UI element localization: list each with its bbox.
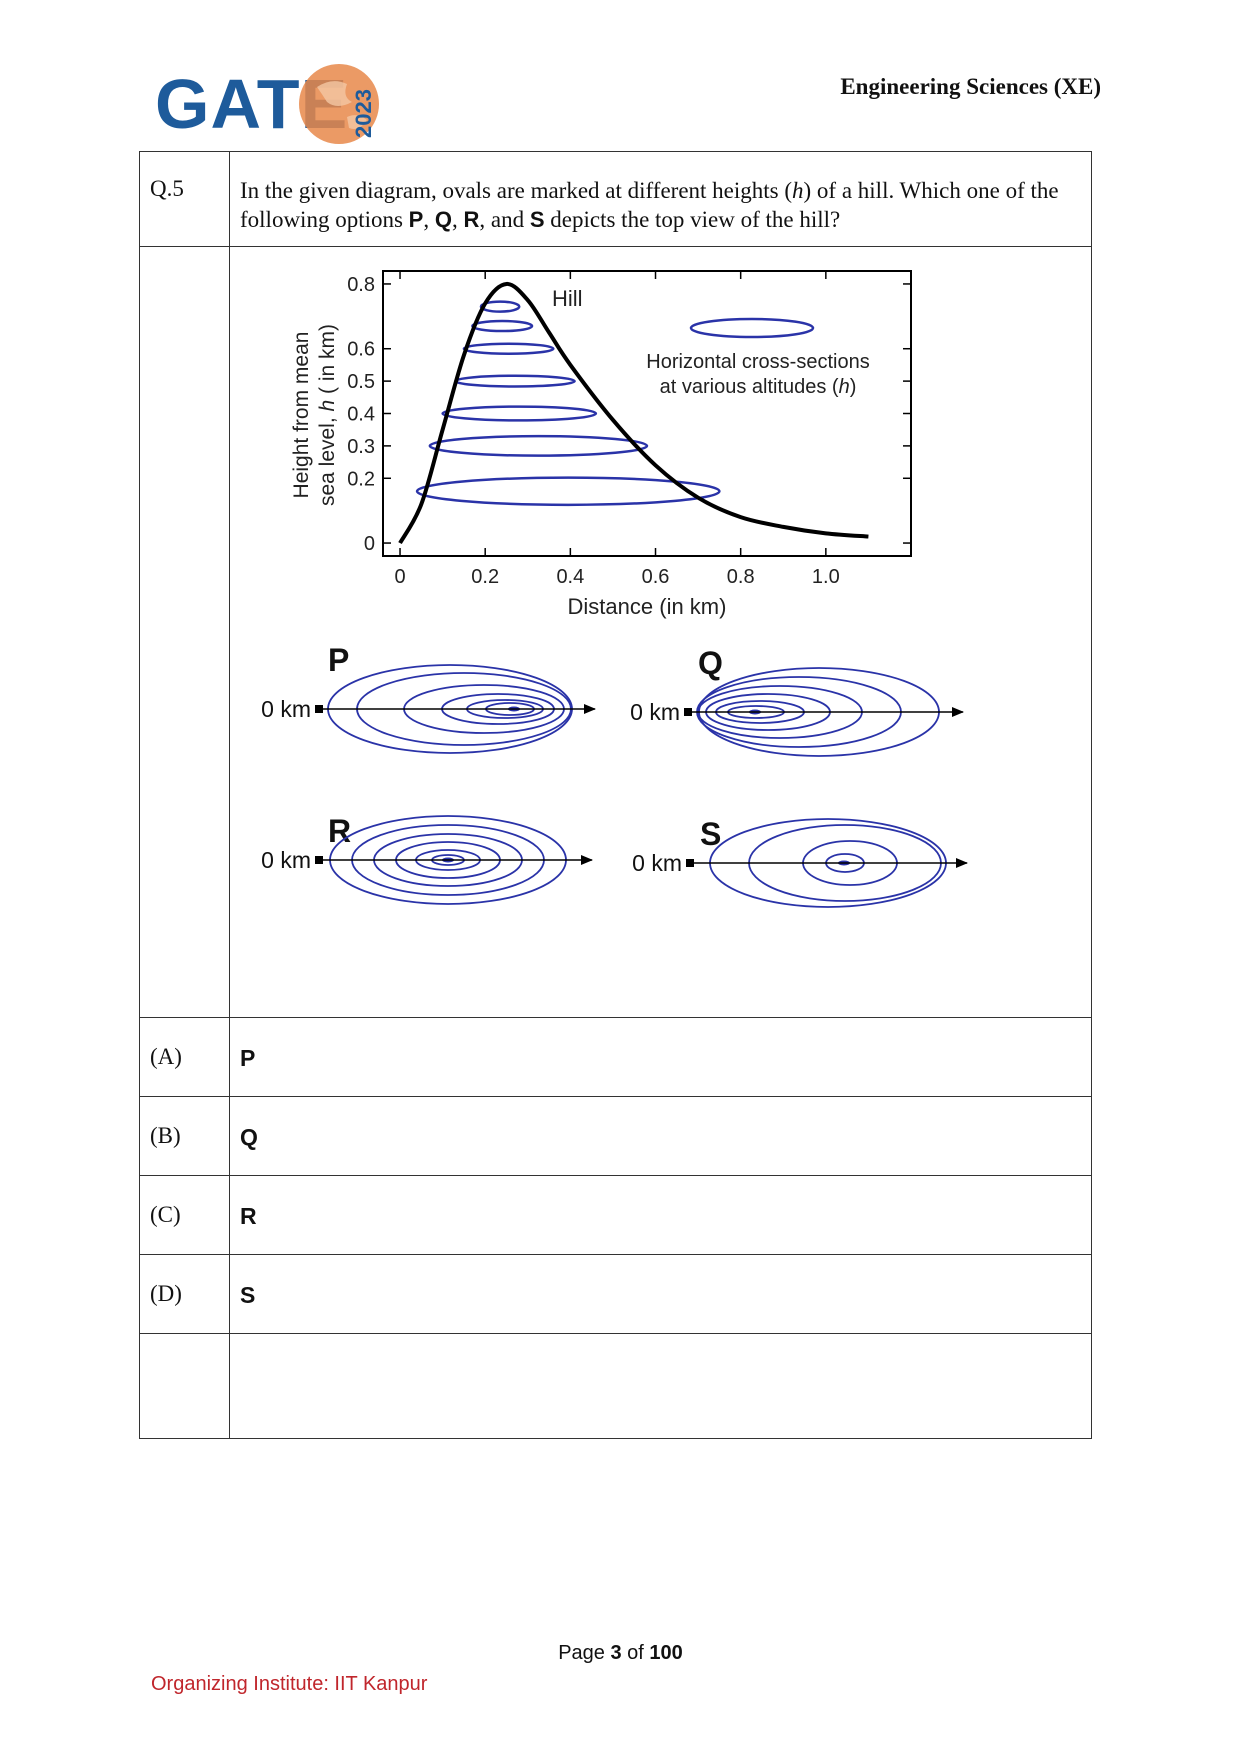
option-id: (D) (139, 1254, 230, 1334)
origin-label: 0 km (261, 847, 311, 873)
topview-label: S (700, 816, 721, 852)
q-sep-3: , and (479, 207, 530, 232)
y-axis-label-2: sea level, h ( in km) (316, 324, 339, 506)
topview-r: R 0 km (261, 813, 593, 905)
q-opt-p: P (408, 207, 424, 232)
option-row-b[interactable]: (B) Q (139, 1096, 1092, 1176)
figure-num-cell (139, 246, 230, 1018)
origin-label: 0 km (632, 850, 682, 876)
option-answer: P (229, 1017, 1092, 1097)
globe-icon (299, 64, 379, 144)
x-tick-label: 0.6 (642, 566, 670, 588)
y-tick-label: 0.2 (347, 468, 375, 490)
page-current: 3 (610, 1642, 622, 1664)
plot-frame (382, 270, 912, 557)
option-answer: S (229, 1254, 1092, 1334)
question-row: Q.5 In the given diagram, ovals are mark… (139, 151, 1092, 247)
blank-cell (139, 1333, 230, 1439)
option-row-d[interactable]: (D) S (139, 1254, 1092, 1334)
option-answer: R (229, 1175, 1092, 1255)
page-number: Page 3 of 100 (0, 1642, 1241, 1665)
hill-label: Hill (552, 286, 583, 311)
cross-section-oval (441, 405, 598, 422)
origin-marker (315, 705, 323, 713)
origin-label: 0 km (630, 699, 680, 725)
y-label-2b: ( in km) (316, 324, 339, 400)
legend-line-2: at various altitudes (h) (660, 376, 857, 398)
q-text-2: ) of a hill. Which one of the following … (240, 178, 1059, 232)
hill-figure: 0 0.2 0.4 0.6 0.8 1.0 0 0.2 0.3 0.4 0.5 0.6 0.8 Hill H… (261, 270, 968, 908)
cross-section-oval (428, 434, 649, 457)
logo-year: 2023 (351, 89, 376, 138)
q-opt-r: R (463, 207, 480, 232)
y-label-h: h (316, 400, 339, 412)
topview-label: P (328, 642, 349, 678)
y-tick-label: 0.6 (347, 339, 375, 361)
q-text-h: h (792, 178, 804, 203)
option-row-a[interactable]: (A) P (139, 1017, 1092, 1097)
x-tick-label: 0 (394, 566, 405, 588)
option-id: (B) (139, 1096, 230, 1176)
cross-section-oval (479, 300, 521, 313)
topview-label: Q (698, 645, 723, 681)
y-tick-label: 0.4 (347, 404, 375, 426)
cross-section-oval (415, 476, 721, 507)
cross-section-oval (454, 374, 576, 388)
y-axis-label-1: Height from mean (290, 332, 313, 499)
legend-line-2b: ) (850, 376, 857, 398)
page-prefix: Page (558, 1642, 611, 1664)
option-row-c[interactable]: (C) R (139, 1175, 1092, 1255)
q-text-1: In the given diagram, ovals are marked a… (240, 178, 793, 203)
q-sep-1: , (423, 207, 435, 232)
topview-label: R (328, 813, 351, 849)
organizer-text: Organizing Institute: IIT Kanpur (151, 1673, 428, 1695)
blank-row (139, 1333, 1092, 1439)
page-mid: of (621, 1642, 650, 1664)
gate-logo: GATE 2023 (155, 62, 385, 146)
y-tick-label: 0.5 (347, 371, 375, 393)
option-id: (A) (139, 1017, 230, 1097)
figure-row: 0 0.2 0.4 0.6 0.8 1.0 0 0.2 0.3 0.4 0.5 0.6 0.8 Hill H… (139, 246, 1092, 1018)
origin-marker (684, 708, 692, 716)
subject-title: Engineering Sciences (XE) (840, 74, 1101, 99)
topview-s: S 0 km (632, 816, 968, 908)
page-total: 100 (649, 1642, 683, 1664)
blank-cell (229, 1333, 1092, 1439)
x-tick-label: 0.4 (556, 566, 584, 588)
option-answer: Q (229, 1096, 1092, 1176)
cross-section-oval (471, 319, 534, 333)
y-label-2a: sea level, (316, 411, 339, 506)
q-text-3: depicts the top view of the hill? (544, 207, 841, 232)
question-number: Q.5 (139, 151, 230, 247)
q-sep-2: , (451, 207, 464, 232)
hill-curve (398, 281, 869, 545)
x-tick-label: 0.2 (471, 566, 499, 588)
origin-marker (686, 859, 694, 867)
legend-h: h (839, 376, 850, 398)
y-tick-label: 0.3 (347, 436, 375, 458)
legend-line-2a: at various altitudes ( (660, 376, 839, 398)
y-tick-label: 0.8 (347, 274, 375, 296)
legend-oval (689, 317, 815, 339)
question-table: Q.5 In the given diagram, ovals are mark… (139, 151, 1092, 1439)
q-opt-q: Q (434, 207, 452, 232)
origin-label: 0 km (261, 696, 311, 722)
cross-section-oval (462, 342, 555, 355)
x-tick-label: 1.0 (812, 566, 840, 588)
option-id: (C) (139, 1175, 230, 1255)
x-tick-label: 0.8 (727, 566, 755, 588)
figure-cell: 0 0.2 0.4 0.6 0.8 1.0 0 0.2 0.3 0.4 0.5 0.6 0.8 Hill H… (229, 246, 1092, 1018)
topview-p: P 0 km (261, 642, 596, 754)
topview-q: Q 0 km (630, 645, 964, 757)
origin-marker (315, 856, 323, 864)
q-opt-s: S (529, 207, 545, 232)
legend-line-1: Horizontal cross-sections (646, 351, 869, 373)
y-tick-label: 0 (364, 533, 375, 555)
x-axis-label: Distance (in km) (568, 594, 727, 619)
question-text: In the given diagram, ovals are marked a… (229, 151, 1092, 247)
